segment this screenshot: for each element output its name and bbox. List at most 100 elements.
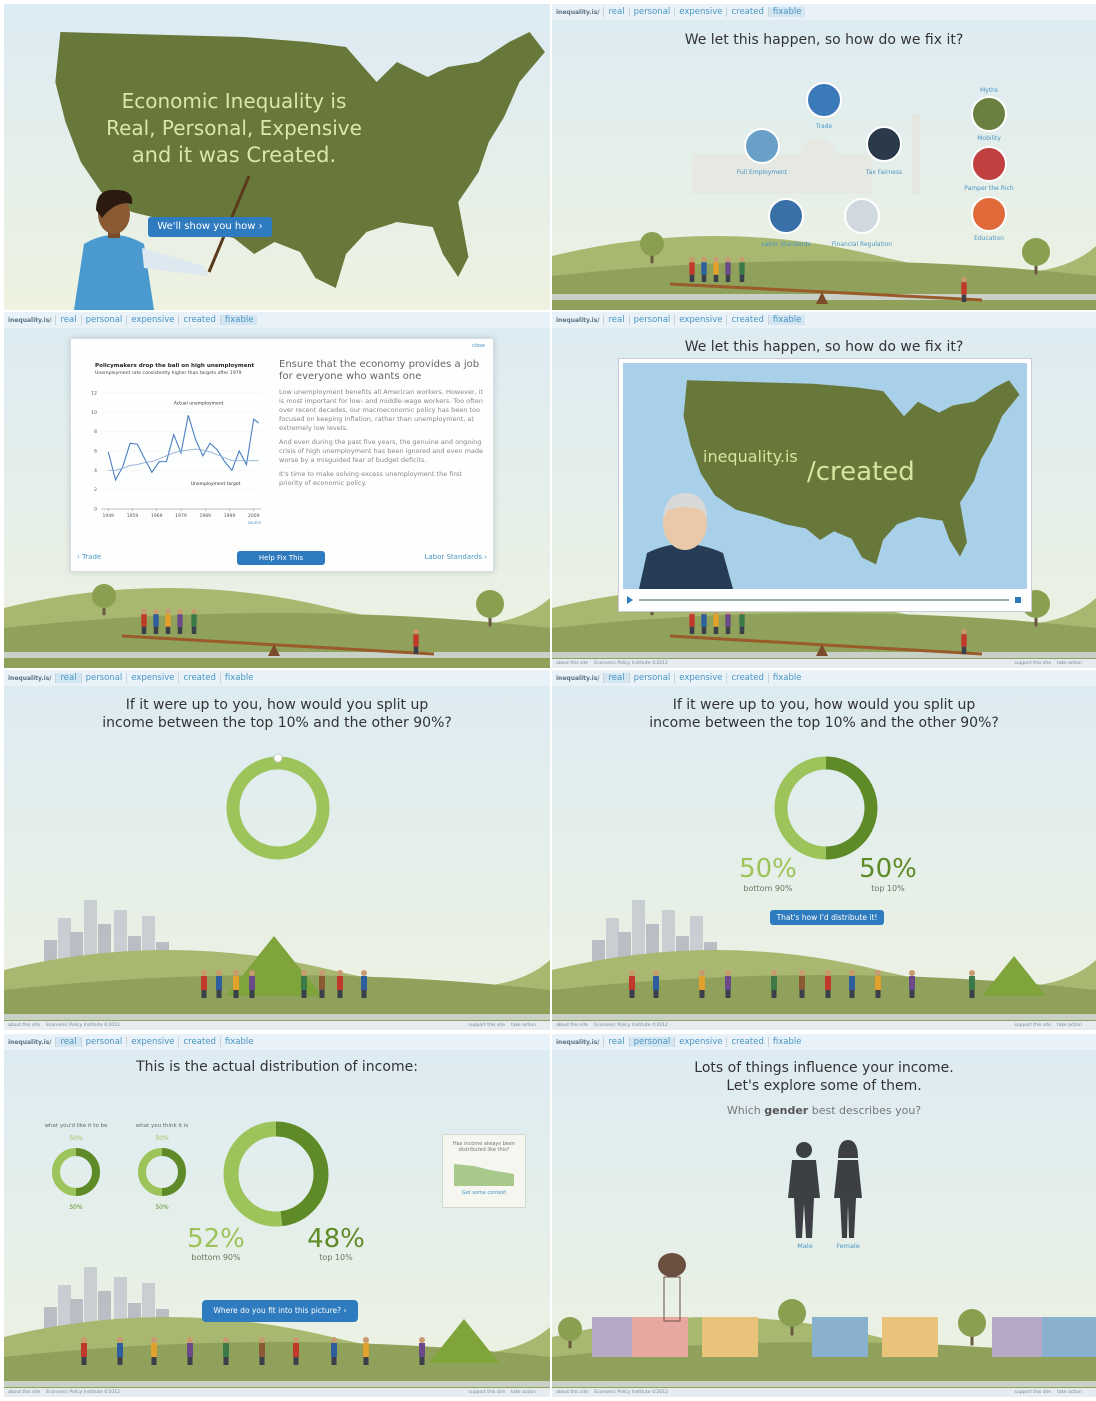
context-link[interactable]: Get some context xyxy=(443,1190,525,1196)
empty-donut[interactable] xyxy=(218,748,338,868)
topic-label[interactable]: Trade xyxy=(815,123,833,130)
topic-icon[interactable] xyxy=(972,197,1006,231)
nav-link[interactable]: personal xyxy=(629,315,675,325)
nav-link[interactable]: real xyxy=(55,315,80,325)
source-link[interactable]: source xyxy=(248,520,262,525)
footer: about this siteEconomic Policy Institute… xyxy=(4,1388,550,1397)
gender-figures[interactable] xyxy=(766,1138,886,1248)
topic-icon[interactable] xyxy=(972,147,1006,181)
where-button[interactable]: Where do you fit into this picture? › xyxy=(202,1300,358,1322)
person-legs xyxy=(142,627,147,634)
start-button[interactable]: We'll show you how › xyxy=(148,217,272,237)
topic-icon[interactable] xyxy=(745,129,779,163)
nav-link[interactable]: real xyxy=(603,1037,628,1047)
nav-link[interactable]: fixable xyxy=(768,1037,806,1047)
topic-label[interactable]: Myths xyxy=(980,87,998,94)
nav-link[interactable]: real xyxy=(55,673,80,683)
footer-link[interactable]: take action xyxy=(1057,1390,1082,1395)
nav-link[interactable]: created xyxy=(726,315,767,325)
nav-link[interactable]: expensive xyxy=(674,315,726,325)
house xyxy=(702,1317,758,1357)
footer-left: about this siteEconomic Policy Institute… xyxy=(556,1021,668,1030)
nav-logo: inequality.is/ xyxy=(552,675,603,682)
handle[interactable] xyxy=(274,754,282,762)
nav-link[interactable]: real xyxy=(603,673,628,683)
gender-option[interactable]: Female xyxy=(833,1242,863,1250)
topic-label[interactable]: Labor Standards xyxy=(761,241,810,248)
nav-link[interactable]: personal xyxy=(629,1037,675,1047)
play-button[interactable] xyxy=(627,596,633,604)
topic-label[interactable]: Financial Regulation xyxy=(832,241,892,248)
topic-icon[interactable] xyxy=(807,83,841,117)
footer-link[interactable]: support this site xyxy=(468,1390,504,1395)
topic-icon[interactable] xyxy=(972,97,1006,131)
footer-link[interactable]: take action xyxy=(511,1023,536,1028)
footer-link[interactable]: take action xyxy=(1057,1023,1082,1028)
nav-link[interactable]: personal xyxy=(81,673,127,683)
nav-link[interactable]: personal xyxy=(629,673,675,683)
nav-link[interactable]: expensive xyxy=(674,1037,726,1047)
topic-label[interactable]: Full Employment xyxy=(737,169,788,176)
choice-donut[interactable] xyxy=(766,748,886,868)
nav-link[interactable]: personal xyxy=(81,315,127,325)
footer-link[interactable]: take action xyxy=(1057,661,1082,666)
nav-link[interactable]: expensive xyxy=(674,673,726,683)
x-tick-label: 1999 xyxy=(224,513,236,519)
headline-line: Economic Inequality is xyxy=(64,88,404,115)
footer-link[interactable]: about this site xyxy=(8,1023,40,1028)
topic-icon[interactable] xyxy=(845,199,879,233)
topic-label[interactable]: Mobility xyxy=(977,135,1001,142)
footer-link[interactable]: take action xyxy=(511,1390,536,1395)
nav-link[interactable]: fixable xyxy=(220,315,258,325)
person-body xyxy=(413,634,418,647)
volume[interactable] xyxy=(1015,597,1021,603)
person-body xyxy=(293,1343,299,1357)
nav-link[interactable]: expensive xyxy=(126,1037,178,1047)
topic-icon[interactable] xyxy=(867,127,901,161)
close-link[interactable]: close xyxy=(472,343,485,349)
nav-link[interactable]: expensive xyxy=(126,673,178,683)
next-link[interactable]: Labor Standards › xyxy=(424,553,487,561)
topic-label[interactable]: Pamper the Rich xyxy=(964,185,1014,192)
nav-link[interactable]: fixable xyxy=(220,1037,258,1047)
topic-label[interactable]: Education xyxy=(974,235,1004,242)
footer-link[interactable]: about this site xyxy=(556,661,588,666)
person-legs xyxy=(654,990,659,998)
footer-link[interactable]: support this site xyxy=(468,1023,504,1028)
footer-link[interactable]: about this site xyxy=(556,1023,588,1028)
footer-link[interactable]: about this site xyxy=(8,1390,40,1395)
nav-link[interactable]: created xyxy=(178,673,219,683)
male-figure[interactable] xyxy=(788,1142,820,1238)
nav-link[interactable]: fixable xyxy=(220,673,258,683)
footer-link[interactable]: support this site xyxy=(1014,1390,1050,1395)
nav-link[interactable]: created xyxy=(726,1037,767,1047)
unemployment-chart: Policymakers drop the ball on high unemp… xyxy=(79,359,271,537)
footer-link[interactable]: support this site xyxy=(1014,1023,1050,1028)
topic-icon[interactable] xyxy=(769,199,803,233)
nav-link[interactable]: created xyxy=(726,673,767,683)
footer-link[interactable]: about this site xyxy=(556,1390,588,1395)
nav-link[interactable]: real xyxy=(603,315,628,325)
nav-link[interactable]: created xyxy=(178,1037,219,1047)
footer-link[interactable]: support this site xyxy=(1014,661,1050,666)
help-button[interactable]: Help Fix This xyxy=(237,551,325,565)
small-donut xyxy=(134,1144,190,1200)
nav-link[interactable]: personal xyxy=(81,1037,127,1047)
female-figure[interactable] xyxy=(834,1140,862,1238)
nav-link[interactable]: real xyxy=(55,1037,80,1047)
submit-button[interactable]: That's how I'd distribute it! xyxy=(770,910,884,925)
video-controls[interactable] xyxy=(623,591,1027,609)
topic-label[interactable]: Tax Fairness xyxy=(865,169,902,176)
nav-link[interactable]: created xyxy=(178,315,219,325)
gender-option[interactable]: Male xyxy=(790,1242,820,1250)
nav-link[interactable]: expensive xyxy=(126,315,178,325)
nav-link[interactable]: fixable xyxy=(768,673,806,683)
nav-bar: inequality.is/realpersonalexpensivecreat… xyxy=(4,670,550,686)
prev-link[interactable]: ‹ Trade xyxy=(77,553,101,561)
video-player[interactable]: inequality.is /created xyxy=(618,358,1032,612)
person-body xyxy=(961,634,966,647)
nav-link[interactable]: fixable xyxy=(768,315,806,325)
context-box[interactable]: Has income always been distributed like … xyxy=(442,1134,526,1208)
footer-right: support this site take action xyxy=(1014,659,1082,668)
donut-ring[interactable] xyxy=(233,763,323,853)
